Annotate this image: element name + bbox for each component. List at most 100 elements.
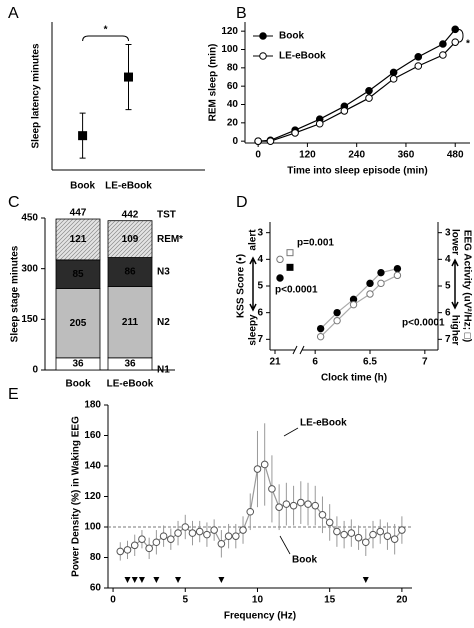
marker xyxy=(389,75,398,83)
pointer xyxy=(283,427,299,437)
significance-marker xyxy=(138,577,145,583)
y-axis-label: REM sleep (min) xyxy=(208,44,219,122)
legend-marker xyxy=(259,52,267,60)
legend-label: LE-eBook xyxy=(279,51,326,62)
y-axis-label: Power Density (%) in Waking EEG xyxy=(71,416,82,577)
panel-label: E xyxy=(8,386,19,403)
y-tick-label: 100 xyxy=(221,44,238,55)
y-tick-label: 5 xyxy=(257,281,263,292)
marker xyxy=(390,535,399,544)
y-tick-label: 7 xyxy=(257,334,263,345)
y2-axis-label-bottom: higher xyxy=(449,315,460,346)
annotation: * xyxy=(104,25,108,36)
series-line xyxy=(320,268,398,330)
marker xyxy=(340,530,348,539)
marker xyxy=(377,279,385,288)
marker xyxy=(389,68,398,77)
y-tick-label: 6 xyxy=(257,307,263,318)
series-label: N1 xyxy=(157,365,170,376)
marker xyxy=(130,541,139,550)
y-tick-label: 3 xyxy=(445,227,451,238)
y-tick-label: 300 xyxy=(21,263,38,274)
x-tick-label: Book xyxy=(70,181,95,192)
marker xyxy=(398,526,406,534)
marker xyxy=(393,271,402,280)
series-label: N3 xyxy=(157,267,170,278)
marker xyxy=(253,465,262,473)
significance-marker xyxy=(218,577,225,583)
y-tick-label: 140 xyxy=(84,461,101,472)
y-tick-label: 20 xyxy=(227,117,239,128)
marker xyxy=(174,529,182,537)
marker xyxy=(260,460,269,469)
x-tick-label: 7 xyxy=(422,357,428,368)
marker xyxy=(195,527,204,536)
marker xyxy=(414,62,423,70)
marker xyxy=(451,25,460,34)
significance-marker xyxy=(131,577,138,583)
significance-marker xyxy=(124,577,131,583)
y-tick-label: 80 xyxy=(227,62,239,73)
marker xyxy=(311,501,320,510)
marker xyxy=(439,51,447,59)
marker xyxy=(181,523,190,531)
marker xyxy=(286,263,294,271)
value-label: 109 xyxy=(122,234,139,245)
x-axis-label: Clock time (h) xyxy=(321,373,387,384)
marker xyxy=(232,532,240,540)
marker xyxy=(203,530,211,539)
marker xyxy=(276,255,284,264)
arrow xyxy=(249,256,257,312)
bar-segment xyxy=(107,257,153,287)
y2-axis-label: EEG Activity (uV²/Hz; □) xyxy=(461,230,472,342)
marker xyxy=(365,94,373,102)
marker xyxy=(254,137,262,145)
marker xyxy=(333,316,341,325)
x-tick-label: LE-eBook xyxy=(107,379,154,390)
marker xyxy=(315,119,324,128)
marker xyxy=(354,533,363,542)
marker xyxy=(152,538,161,547)
marker xyxy=(414,53,423,61)
marker xyxy=(366,290,374,298)
marker xyxy=(439,40,447,48)
x-tick-label: 15 xyxy=(324,595,336,606)
marker xyxy=(239,526,247,534)
marker xyxy=(383,532,392,540)
y-tick-label: 4 xyxy=(445,254,451,265)
marker xyxy=(286,249,294,257)
panel-label: D xyxy=(236,194,248,211)
marker xyxy=(289,501,298,510)
x-tick-label: 6 xyxy=(312,357,318,368)
y-tick-label: 7 xyxy=(445,334,451,345)
y-axis-label: Sleep stage minutes xyxy=(10,245,21,342)
y-tick-label: 5 xyxy=(445,281,451,292)
marker xyxy=(333,308,341,317)
marker xyxy=(451,38,460,46)
marker xyxy=(377,268,385,277)
x-tick-label: 240 xyxy=(348,150,365,161)
y-tick-label: 160 xyxy=(84,430,101,441)
y-tick-label: 80 xyxy=(90,552,102,563)
y-tick-label: 150 xyxy=(21,314,38,325)
series-label: LE-eBook xyxy=(300,418,347,429)
legend-label: Book xyxy=(279,31,304,42)
marker xyxy=(124,72,133,82)
y-tick-label: 120 xyxy=(221,26,238,37)
arrow xyxy=(451,258,459,310)
x-axis-label: Frequency (Hz) xyxy=(224,611,296,622)
marker xyxy=(275,503,283,511)
x-tick-label: 20 xyxy=(396,595,408,606)
x-tick-label: 0 xyxy=(110,595,116,606)
series-label: REM xyxy=(157,234,179,245)
y-tick-label: 120 xyxy=(84,491,101,502)
x-axis-label: Time into sleep episode (min) xyxy=(287,166,427,177)
panel-label: B xyxy=(236,5,247,22)
y-axis-label: KSS Score (•) xyxy=(236,254,247,318)
x-tick-label: 5 xyxy=(182,595,188,606)
y2-axis-label-top: lower xyxy=(449,229,460,255)
y-tick-label: 3 xyxy=(257,227,263,238)
marker xyxy=(393,264,402,273)
y-axis-label-bottom: sleepy xyxy=(248,314,259,346)
reference-label: Book xyxy=(292,555,317,566)
